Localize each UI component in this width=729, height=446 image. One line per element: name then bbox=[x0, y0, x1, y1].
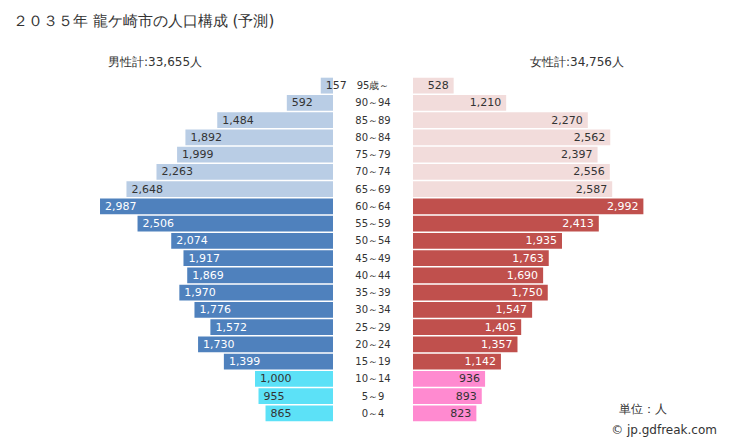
svg-text:955: 955 bbox=[264, 390, 285, 403]
svg-text:70～74: 70～74 bbox=[355, 166, 390, 177]
svg-text:865: 865 bbox=[271, 407, 292, 420]
svg-text:823: 823 bbox=[450, 407, 471, 420]
svg-text:2,074: 2,074 bbox=[176, 234, 208, 247]
svg-text:2,648: 2,648 bbox=[131, 183, 163, 196]
svg-text:90～94: 90～94 bbox=[355, 97, 390, 108]
svg-text:2,987: 2,987 bbox=[105, 200, 137, 213]
svg-text:50～54: 50～54 bbox=[355, 235, 390, 246]
svg-text:1,572: 1,572 bbox=[215, 321, 247, 334]
svg-text:女性計:34,756人: 女性計:34,756人 bbox=[530, 55, 624, 69]
svg-text:1,869: 1,869 bbox=[192, 269, 224, 282]
svg-text:2,263: 2,263 bbox=[161, 165, 193, 178]
svg-text:男性計:33,655人: 男性計:33,655人 bbox=[108, 55, 202, 69]
svg-text:2,587: 2,587 bbox=[576, 183, 608, 196]
svg-text:2,506: 2,506 bbox=[143, 217, 175, 230]
svg-text:55～59: 55～59 bbox=[355, 218, 390, 229]
svg-text:65～69: 65～69 bbox=[355, 184, 390, 195]
svg-text:1,892: 1,892 bbox=[190, 131, 222, 144]
svg-text:1,000: 1,000 bbox=[260, 372, 292, 385]
svg-text:95歳～: 95歳～ bbox=[357, 80, 390, 91]
svg-text:80～84: 80～84 bbox=[355, 132, 390, 143]
svg-text:1,399: 1,399 bbox=[229, 355, 260, 368]
svg-text:0～4: 0～4 bbox=[362, 408, 385, 419]
svg-text:25～29: 25～29 bbox=[355, 322, 390, 333]
svg-text:2,562: 2,562 bbox=[574, 131, 606, 144]
svg-text:1,484: 1,484 bbox=[222, 114, 254, 127]
svg-text:1,763: 1,763 bbox=[512, 252, 544, 265]
svg-text:1,357: 1,357 bbox=[481, 338, 513, 351]
svg-text:528: 528 bbox=[428, 79, 449, 92]
svg-text:2,397: 2,397 bbox=[561, 148, 593, 161]
svg-text:1,750: 1,750 bbox=[511, 286, 543, 299]
svg-text:35～39: 35～39 bbox=[355, 287, 390, 298]
svg-text:2,556: 2,556 bbox=[573, 165, 605, 178]
svg-text:1,776: 1,776 bbox=[199, 303, 231, 316]
svg-text:1,999: 1,999 bbox=[182, 148, 214, 161]
svg-text:75～79: 75～79 bbox=[355, 149, 390, 160]
svg-text:２０３５年 龍ケ崎市の人口構成 (予測): ２０３５年 龍ケ崎市の人口構成 (予測) bbox=[13, 12, 274, 30]
svg-text:893: 893 bbox=[456, 390, 477, 403]
svg-text:1,547: 1,547 bbox=[496, 303, 528, 316]
svg-text:1,917: 1,917 bbox=[188, 252, 220, 265]
svg-text:2,413: 2,413 bbox=[562, 217, 594, 230]
svg-text:20～24: 20～24 bbox=[355, 339, 390, 350]
svg-text:1,210: 1,210 bbox=[470, 96, 502, 109]
svg-text:157: 157 bbox=[326, 79, 347, 92]
svg-text:60～64: 60～64 bbox=[355, 201, 390, 212]
svg-text:© jp.gdfreak.com: © jp.gdfreak.com bbox=[611, 423, 717, 437]
svg-text:15～19: 15～19 bbox=[355, 356, 390, 367]
svg-text:2,992: 2,992 bbox=[607, 200, 639, 213]
svg-text:1,730: 1,730 bbox=[203, 338, 235, 351]
svg-text:5～9: 5～9 bbox=[362, 391, 385, 402]
svg-text:45～49: 45～49 bbox=[355, 253, 390, 264]
svg-text:単位：人: 単位：人 bbox=[619, 402, 667, 416]
svg-text:1,405: 1,405 bbox=[485, 321, 517, 334]
svg-text:936: 936 bbox=[459, 372, 480, 385]
svg-text:85～89: 85～89 bbox=[355, 115, 390, 126]
svg-text:40～44: 40～44 bbox=[355, 270, 390, 281]
svg-text:30～34: 30～34 bbox=[355, 304, 390, 315]
svg-text:2,270: 2,270 bbox=[551, 114, 583, 127]
svg-text:1,970: 1,970 bbox=[184, 286, 216, 299]
svg-text:1,690: 1,690 bbox=[507, 269, 539, 282]
svg-text:1,935: 1,935 bbox=[525, 234, 557, 247]
svg-text:10～14: 10～14 bbox=[355, 373, 390, 384]
svg-text:1,142: 1,142 bbox=[464, 355, 496, 368]
svg-text:592: 592 bbox=[292, 96, 313, 109]
